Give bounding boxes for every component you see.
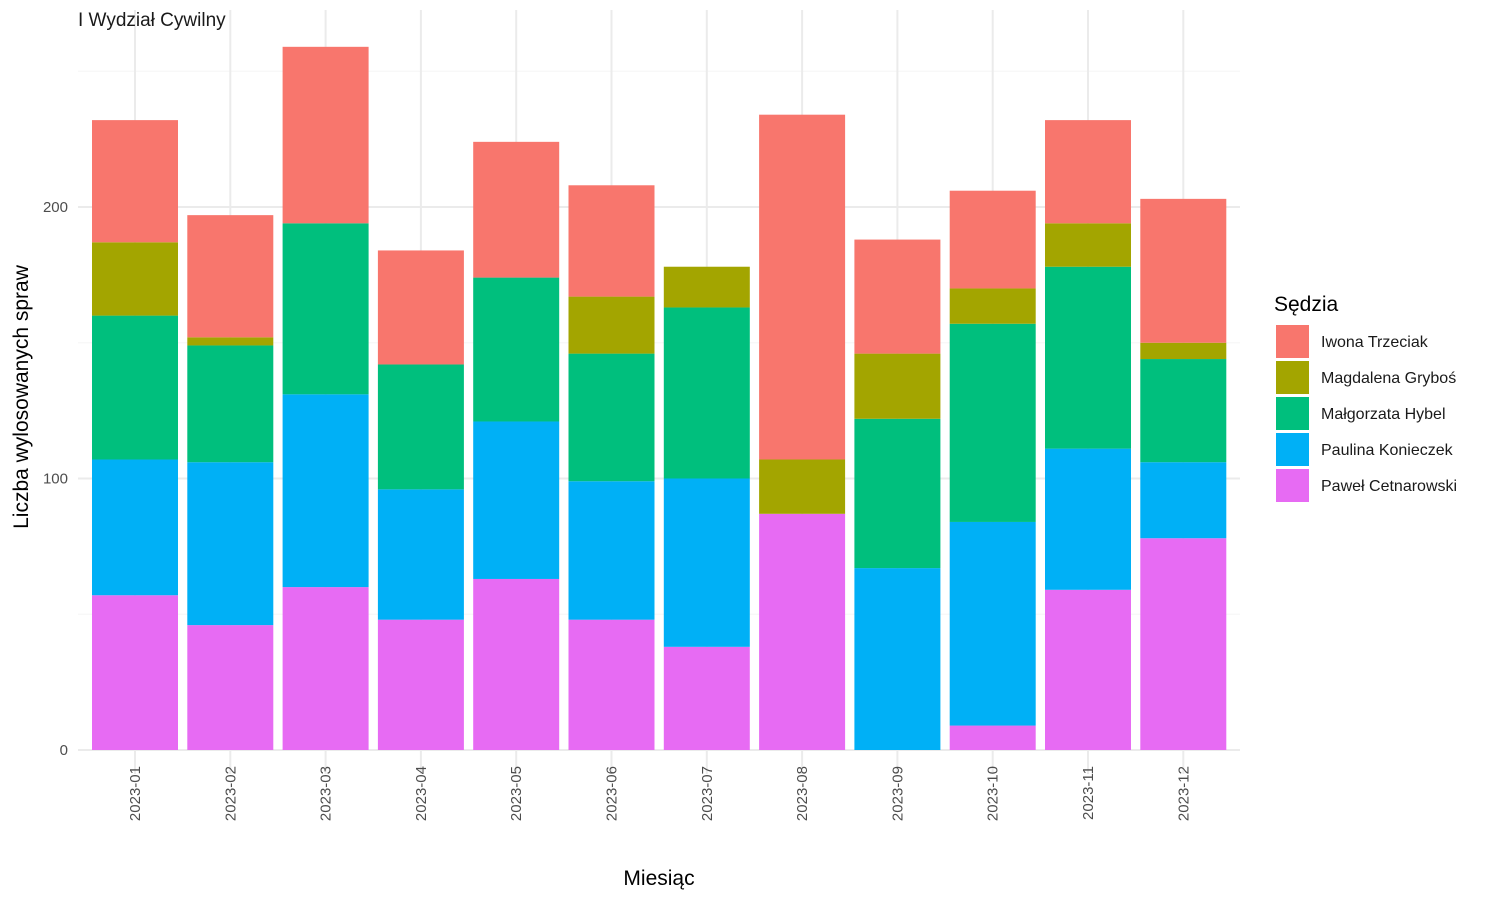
legend-swatch — [1276, 325, 1309, 358]
bar-segment — [854, 239, 941, 354]
bar-segment — [377, 364, 464, 490]
bar-segment — [759, 114, 846, 460]
bar-segment — [282, 223, 369, 395]
x-tick-label: 2023-08 — [794, 766, 811, 821]
legend-swatch — [1276, 361, 1309, 394]
bar-segment — [663, 307, 750, 479]
bar-segment — [759, 459, 846, 514]
bar-segment — [949, 288, 1036, 324]
y-axis: 0 100 200 — [43, 199, 68, 759]
bar-segment — [92, 595, 178, 750]
bar-segment — [568, 481, 655, 620]
bar-segment — [663, 266, 750, 308]
bar-segment — [568, 296, 655, 354]
bar-segment — [949, 725, 1036, 750]
bar-segment — [1045, 120, 1131, 224]
bar-segment — [92, 459, 178, 596]
bar-segment — [282, 46, 369, 224]
bar-segment — [663, 478, 750, 647]
bar-segment — [187, 337, 274, 346]
bar-segment — [473, 277, 560, 422]
x-axis-title: Miesiąc — [623, 867, 694, 890]
bar-segment — [187, 215, 274, 338]
legend-label: Małgorzata Hybel — [1321, 406, 1446, 423]
x-tick-label: 2023-12 — [1175, 766, 1192, 821]
bar-segment — [949, 190, 1036, 289]
bar-segment — [92, 120, 178, 243]
x-tick-label: 2023-02 — [222, 766, 239, 821]
x-tick-label: 2023-07 — [699, 766, 716, 821]
x-tick-label: 2023-09 — [889, 766, 906, 821]
bar-segment — [1140, 538, 1227, 750]
x-tick-label: 2023-01 — [127, 766, 144, 821]
bars — [92, 46, 1227, 750]
y-axis-title: Liczba wylosowanych spraw — [10, 264, 33, 529]
legend: Sędzia Iwona Trzeciak Magdalena Gryboś Mał… — [1274, 293, 1457, 502]
bar-segment — [854, 418, 941, 569]
legend-swatch — [1276, 469, 1309, 502]
bar-segment — [282, 587, 369, 750]
bar-segment — [282, 394, 369, 588]
bar-segment — [187, 625, 274, 750]
bar-segment — [187, 345, 274, 463]
bar-segment — [568, 353, 655, 482]
y-tick-label: 0 — [60, 742, 68, 759]
bar-segment — [377, 250, 464, 365]
bar-segment — [473, 421, 560, 579]
bar-segment — [377, 619, 464, 750]
x-tick-label: 2023-03 — [318, 766, 335, 821]
bar-segment — [568, 619, 655, 750]
bar-segment — [759, 513, 846, 750]
x-tick-label: 2023-05 — [508, 766, 525, 821]
y-tick-label: 100 — [43, 471, 68, 488]
x-tick-label: 2023-04 — [413, 766, 430, 821]
legend-swatch — [1276, 433, 1309, 466]
bar-segment — [92, 315, 178, 460]
x-tick-label: 2023-10 — [985, 766, 1002, 821]
x-axis: 2023-01 2023-02 2023-03 2023-04 2023-05 2023-… — [127, 766, 1192, 821]
legend-label: Iwona Trzeciak — [1321, 334, 1429, 351]
y-tick-label: 200 — [43, 199, 68, 216]
legend-label: Paulina Konieczek — [1321, 442, 1454, 459]
bar-segment — [1140, 359, 1227, 463]
x-tick-label: 2023-06 — [604, 766, 621, 821]
bar-segment — [854, 568, 941, 750]
bar-segment — [663, 646, 750, 750]
bar-segment — [92, 242, 178, 316]
x-tick-label: 2023-11 — [1080, 766, 1097, 820]
bar-segment — [1140, 342, 1227, 360]
bar-segment — [949, 521, 1036, 726]
facet-title: I Wydział Cywilny — [78, 10, 226, 31]
bar-segment — [1045, 223, 1131, 267]
bar-segment — [949, 323, 1036, 522]
bar-segment — [1045, 448, 1131, 590]
bar-segment — [473, 578, 560, 750]
bar-segment — [187, 462, 274, 626]
bar-segment — [473, 141, 560, 278]
bar-segment — [1140, 198, 1227, 343]
legend-swatch — [1276, 397, 1309, 430]
bar-segment — [1045, 266, 1131, 449]
bar-segment — [854, 353, 941, 419]
bar-segment — [568, 185, 655, 297]
bar-segment — [377, 489, 464, 620]
bar-segment — [1140, 462, 1227, 539]
legend-label: Magdalena Gryboś — [1321, 370, 1456, 387]
legend-title: Sędzia — [1274, 293, 1339, 316]
bar-segment — [1045, 589, 1131, 750]
legend-label: Paweł Cetnarowski — [1321, 478, 1457, 495]
